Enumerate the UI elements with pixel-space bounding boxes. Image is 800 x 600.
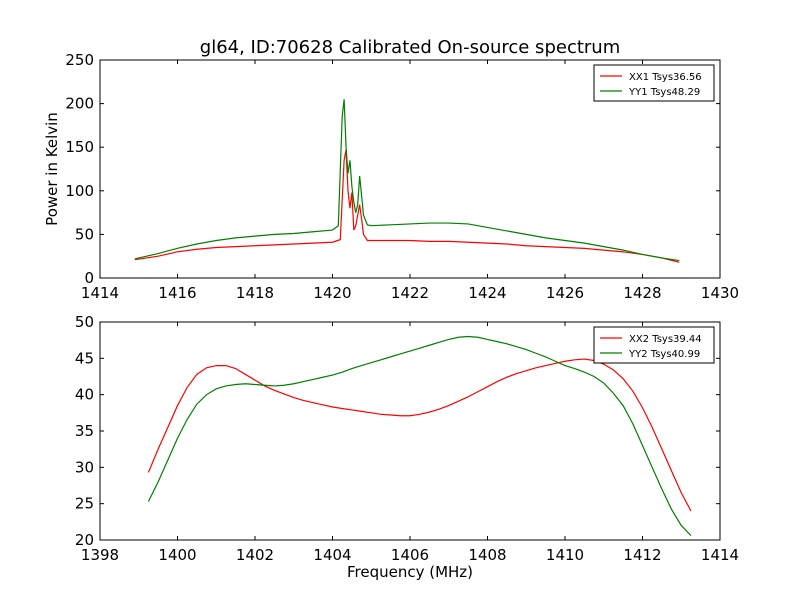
y-tick-label: 0 xyxy=(84,269,94,287)
y-tick-label: 150 xyxy=(65,138,94,156)
x-tick-label: 1422 xyxy=(391,284,429,302)
series-line-xx xyxy=(134,149,680,263)
legend-label: YY2 Tsys40.99 xyxy=(628,349,700,360)
x-tick-label: 1408 xyxy=(468,546,506,564)
y-tick-label: 25 xyxy=(75,495,94,513)
series-line-yy xyxy=(134,99,680,262)
bottom-panel: 1398 1400 1402 1404 1406 1408 1410 1412 1414 20 25… xyxy=(75,313,739,581)
y-tick-label: 50 xyxy=(75,313,94,331)
x-tick-label: 1402 xyxy=(236,546,274,564)
y-tick-label: 100 xyxy=(65,182,94,200)
legend-label: XX1 Tsys36.56 xyxy=(629,72,702,83)
y-tick-label: 35 xyxy=(75,422,94,440)
y-tick-label: 45 xyxy=(75,349,94,367)
legend: XX1 Tsys36.56 YY1 Tsys48.29 xyxy=(593,64,715,102)
x-tick-label: 1412 xyxy=(623,546,661,564)
y-tick-label: 200 xyxy=(65,95,94,113)
figure-title: gl64, ID:70628 Calibrated On-source spec… xyxy=(200,37,620,58)
legend: XX2 Tsys39.44 YY2 Tsys40.99 xyxy=(593,326,715,364)
x-tick-label: 1416 xyxy=(158,284,196,302)
x-tick-label: 1430 xyxy=(701,284,739,302)
x-tick-label: 1428 xyxy=(623,284,661,302)
y-tick-label: 250 xyxy=(65,51,94,69)
x-tick-label: 1420 xyxy=(313,284,351,302)
y-tick-label: 30 xyxy=(75,458,94,476)
top-panel: 1414 1416 1418 1420 1422 1424 1426 1428 1430 0 50 1… xyxy=(43,51,739,302)
legend-label: XX2 Tsys39.44 xyxy=(629,334,702,345)
y-tick-label: 20 xyxy=(75,531,94,549)
x-tick-label: 1418 xyxy=(236,284,274,302)
x-tick-label: 1404 xyxy=(313,546,351,564)
x-axis-title: Frequency (MHz) xyxy=(347,563,473,581)
legend-label: YY1 Tsys48.29 xyxy=(628,87,700,98)
y-tick-label: 50 xyxy=(75,225,94,243)
y-axis-title: Power in Kelvin xyxy=(43,112,61,226)
x-tick-label: 1414 xyxy=(81,284,119,302)
legend-box xyxy=(593,326,715,364)
x-tick-label: 1400 xyxy=(158,546,196,564)
series-line-yy xyxy=(147,335,692,537)
x-tick-label: 1426 xyxy=(546,284,584,302)
y-tick-label: 40 xyxy=(75,386,94,404)
x-tick-label: 1406 xyxy=(391,546,429,564)
x-tick-label: 1414 xyxy=(701,546,739,564)
x-tick-label: 1398 xyxy=(81,546,119,564)
x-tick-label: 1424 xyxy=(468,284,506,302)
legend-box xyxy=(593,64,715,102)
x-tick-label: 1410 xyxy=(546,546,584,564)
